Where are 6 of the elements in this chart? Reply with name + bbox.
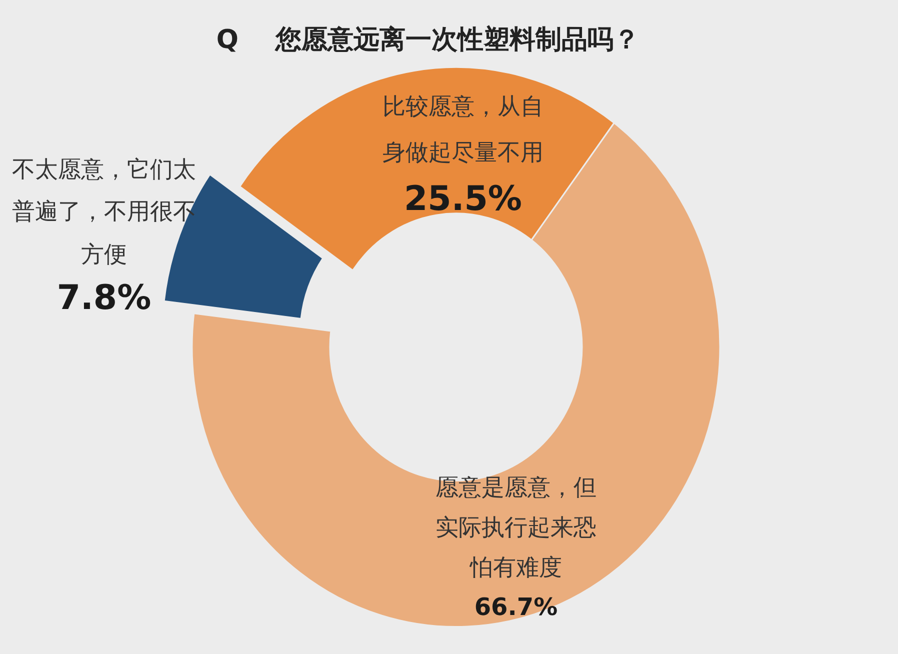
chart-title: Q 您愿意远离一次性塑料制品吗？ <box>216 25 640 55</box>
slice-label: 比较愿意，从自身做起尽量不用 <box>382 94 544 166</box>
data-label: 7.8% <box>56 278 152 318</box>
data-label: 25.5% <box>404 179 522 219</box>
data-label: 66.7% <box>474 593 558 621</box>
slice-label: 愿意是愿意，但实际执行起来恐怕有难度 <box>436 475 596 581</box>
